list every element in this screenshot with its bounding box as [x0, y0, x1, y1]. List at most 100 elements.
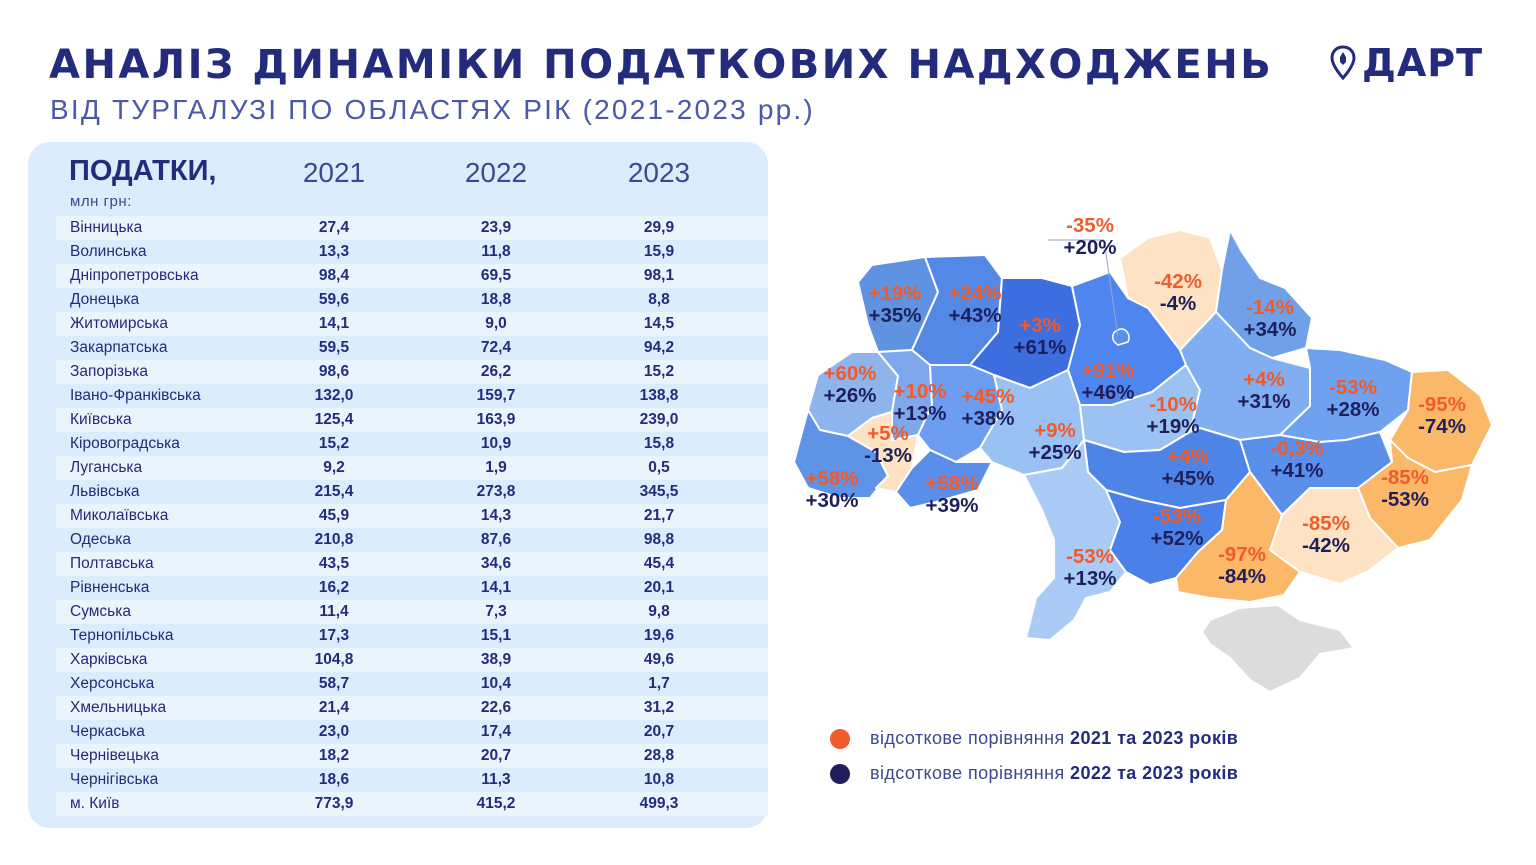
region-name: м. Київ [70, 795, 120, 812]
map-label-ivano-frankivsk-2022-2023: -13% [864, 444, 912, 467]
value-2021: 13,3 [318, 243, 350, 260]
map-label-kharkiv-2021-2023: -53% [1329, 376, 1377, 399]
value-2022: 9,0 [485, 315, 507, 332]
map-label-cherkasy-2022-2023: +19% [1146, 415, 1199, 438]
table-row: Рівненська 16,2 14,1 20,1 [56, 576, 768, 600]
map-label-rivne-2021-2023: +24% [948, 282, 1001, 305]
map-label-ivano-frankivsk-2021-2023: +5% [867, 422, 909, 445]
map-label-kharkiv-2022-2023: +28% [1326, 398, 1379, 421]
value-2022: 69,5 [480, 267, 512, 284]
value-2023: 345,5 [639, 483, 679, 500]
page-subtitle: ВІД ТУРГАЛУЗІ ПО ОБЛАСТЯХ РІК (2021-2023… [50, 94, 815, 125]
legend-item-2022-2023: відсоткове порівняння 2022 та 2023 років [830, 763, 1238, 784]
tax-table-body: Вінницька 27,4 23,9 29,9 Волинська 13,3 11,8 15… [56, 216, 768, 816]
map-label-lviv-2022-2023: +26% [823, 384, 876, 407]
value-2023: 21,7 [643, 507, 675, 524]
table-row: Хмельницька 21,4 22,6 31,2 [56, 696, 768, 720]
value-2023: 19,6 [643, 627, 675, 644]
map-label-ternopil-2022-2023: +13% [893, 402, 946, 425]
region-name: Дніпропетровська [70, 267, 199, 284]
map-label-khmelnytskyi-2022-2023: +38% [961, 407, 1014, 430]
table-row: Харківська 104,8 38,9 49,6 [56, 648, 768, 672]
region-name: Київська [70, 411, 132, 428]
table-row: Луганська 9,2 1,9 0,5 [56, 456, 768, 480]
value-2022: 11,3 [481, 771, 511, 788]
column-header-2021: 2021 [302, 157, 366, 188]
value-2022: 20,7 [480, 747, 512, 764]
value-2021: 18,6 [318, 771, 350, 788]
value-2021: 210,8 [314, 531, 354, 548]
map-label-dnipropetrovsk-2022-2023: +41% [1270, 459, 1323, 482]
value-2022: 22,6 [480, 699, 512, 716]
value-2023: 9,8 [648, 603, 670, 620]
map-label-chernihiv-2021-2023: -42% [1154, 270, 1202, 293]
value-2021: 98,6 [318, 363, 350, 380]
region-name: Донецька [70, 291, 140, 308]
map-label-volyn-2021-2023: +19% [868, 282, 921, 305]
value-2022: 38,9 [480, 651, 512, 668]
location-pin-icon [1330, 45, 1356, 81]
value-2023: 94,2 [643, 339, 675, 356]
value-2021: 58,7 [318, 675, 350, 692]
value-2023: 49,6 [643, 651, 675, 668]
table-header-title: ПОДАТКИ, [69, 155, 217, 187]
map-label-donetsk-2022-2023: -53% [1381, 488, 1429, 511]
map-label-odesa-2021-2023: -53% [1066, 545, 1114, 568]
map-label-kirovohrad-2021-2023: +4% [1167, 445, 1209, 468]
value-2022: 15,1 [480, 627, 512, 644]
region-name: Закарпатська [70, 339, 168, 356]
map-label-poltava-2022-2023: +31% [1237, 390, 1290, 413]
map-label-kirovohrad-2022-2023: +45% [1161, 467, 1214, 490]
region-name: Рівненська [70, 579, 150, 596]
region-name: Вінницька [70, 219, 143, 236]
region-name: Одеська [70, 531, 131, 548]
region-chernihiv [1119, 229, 1223, 351]
value-2023: 28,8 [643, 747, 675, 764]
region-kherson [1175, 471, 1301, 603]
map-label-zhytomyr-2021-2023: +3% [1019, 314, 1061, 337]
table-row: Вінницька 27,4 23,9 29,9 [56, 216, 768, 240]
column-header-2022: 2022 [464, 157, 528, 188]
table-row: Чернігівська 18,6 11,3 10,8 [56, 768, 768, 792]
ukraine-map: +19%+35%+24%+43% +3%+61%+91%+46%-35%+20%-… [793, 214, 1493, 693]
region-name: Івано-Франківська [70, 387, 201, 404]
value-2023: 31,2 [643, 699, 675, 716]
value-2022: 159,7 [476, 387, 516, 404]
value-2023: 8,8 [648, 291, 670, 308]
value-2023: 45,4 [643, 555, 675, 572]
map-label-ternopil-2021-2023: +10% [893, 380, 946, 403]
table-row: Сумська 11,4 7,3 9,8 [56, 600, 768, 624]
region-odesa [1023, 439, 1127, 641]
legend-text-1: відсоткове порівняння 2021 та 2023 років [870, 728, 1239, 748]
value-2023: 98,1 [643, 267, 675, 284]
map-label-sumy-2021-2023: -14% [1246, 296, 1294, 319]
table-row: Полтавська 43,5 34,6 45,4 [56, 552, 768, 576]
map-label-zaporizhzhia-2022-2023: -42% [1302, 534, 1350, 557]
value-2022: 14,3 [480, 507, 512, 524]
value-2022: 415,2 [476, 795, 516, 812]
map-label-sumy-2022-2023: +34% [1243, 318, 1296, 341]
region-name: Сумська [70, 603, 131, 620]
value-2021: 59,5 [318, 339, 350, 356]
map-label-zhytomyr-2022-2023: +61% [1013, 336, 1066, 359]
map-label-chernihiv-2022-2023: -4% [1160, 292, 1196, 315]
map-label-chernivtsi-2022-2023: +39% [925, 494, 978, 517]
map-label-vinnytsia-2021-2023: +9% [1034, 419, 1076, 442]
value-2022: 87,6 [480, 531, 512, 548]
value-2023: 499,3 [639, 795, 679, 812]
value-2021: 23,0 [318, 723, 350, 740]
table-row: Херсонська 58,7 10,4 1,7 [56, 672, 768, 696]
value-2022: 163,9 [476, 411, 516, 428]
table-row: Запорізька 98,6 26,2 15,2 [56, 360, 768, 384]
value-2023: 1,7 [648, 675, 670, 692]
map-label-khmelnytskyi-2021-2023: +45% [961, 385, 1014, 408]
table-row: Миколаївська 45,9 14,3 21,7 [56, 504, 768, 528]
kyiv-leader-line-2 [1103, 239, 1119, 337]
region-name: Миколаївська [70, 507, 169, 524]
kyiv-city-shape [1112, 328, 1130, 346]
column-header-2023: 2023 [627, 157, 691, 188]
value-2021: 15,2 [318, 435, 350, 452]
value-2021: 104,8 [314, 651, 354, 668]
table-row: Черкаська 23,0 17,4 20,7 [56, 720, 768, 744]
table-row: Закарпатська 59,5 72,4 94,2 [56, 336, 768, 360]
